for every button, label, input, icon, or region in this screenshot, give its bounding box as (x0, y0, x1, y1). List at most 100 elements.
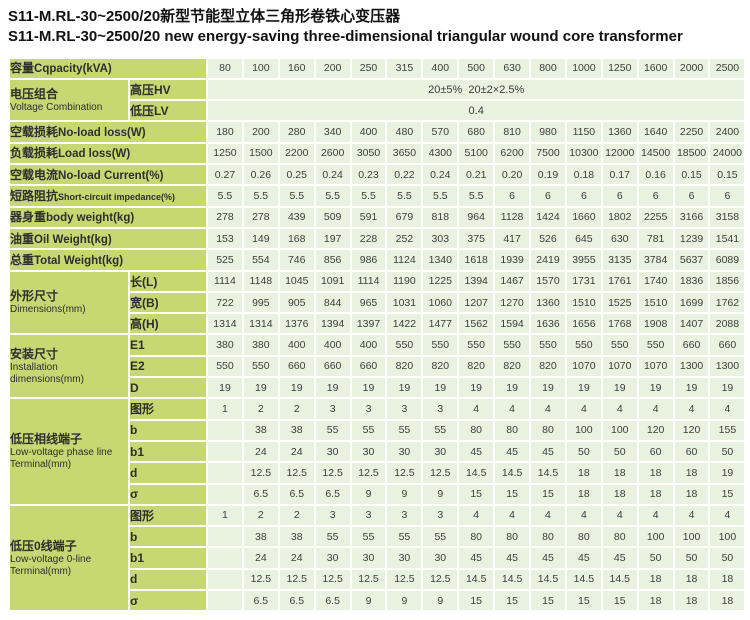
row-label-zh: 油重 (10, 231, 35, 246)
value-cell: 12000 (600, 141, 639, 166)
value-cell: 964 (457, 205, 496, 229)
value-cell: 80 (600, 525, 639, 549)
value-cell: 5.5 (349, 184, 388, 208)
value-cell: 4 (636, 503, 675, 528)
value-cell: 1148 (241, 269, 280, 293)
value-cell: 18 (636, 589, 675, 613)
value-cell: 3955 (564, 248, 603, 272)
row-label-oil-weight: 油重Oil Weight(kg) (7, 226, 209, 251)
value-cell: 80 (529, 418, 567, 442)
value-cell: 680 (457, 120, 496, 144)
group-label-installation: 安装尺寸 Installation dimensions(mm) (8, 333, 130, 400)
value-cell: 18 (672, 567, 711, 592)
row-label-zh: 容量 (10, 61, 35, 76)
value-cell: 820 (385, 354, 424, 379)
value-cell: 0.22 (385, 163, 424, 187)
group-label-en: Low-voltage phase line Terminal(mm) (10, 447, 113, 471)
value-cell: 6 (493, 184, 532, 208)
value-cell: 820 (421, 354, 460, 379)
value-cell: 554 (241, 248, 280, 272)
table-row-impedance: 短路阻抗Short-circuit impedance(%) 5.5 5.5 5.5 5… (7, 184, 747, 208)
value-cell: 55 (349, 525, 388, 549)
value-cell: 80 (564, 525, 603, 549)
table-row-dimensions: 高(H) 1314 1314 1376 1394 1397 1422 1477 1562 1594… (9, 312, 747, 336)
value-cell: 280 (277, 120, 316, 144)
value-cell (206, 482, 244, 506)
value-cell: 7500 (529, 141, 567, 166)
value-cell: 6200 (493, 141, 532, 166)
group-label-dimensions: 外形尺寸 Dimensions(mm) (8, 269, 130, 336)
value-cell: 340 (313, 120, 352, 144)
value-cell: 1600 (636, 56, 675, 80)
value-cell: 15 (600, 589, 639, 613)
group-label-zh: 电压组合 (10, 86, 59, 101)
value-cell: 1340 (421, 248, 460, 272)
value-cell: 400 (421, 56, 460, 80)
value-cell: 1114 (206, 269, 244, 293)
value-cell: 781 (636, 226, 675, 251)
value-cell: 197 (313, 226, 352, 251)
value-cell (206, 525, 244, 549)
value-cell: 200 (313, 56, 352, 80)
value-cell: 1636 (529, 312, 567, 336)
value-cell: 12.5 (349, 567, 388, 592)
value-cell: 3 (421, 503, 460, 528)
value-cell: 1939 (493, 248, 532, 272)
value-cell: 550 (241, 354, 280, 379)
row-label-no-load-current: 空载电流No-load Current(%) (7, 163, 209, 187)
value-cell: 1000 (564, 56, 603, 80)
value-cell: 6 (600, 184, 639, 208)
value-cell: 844 (313, 290, 352, 315)
value-cell: 24 (277, 439, 316, 464)
value-cell: 45 (457, 546, 496, 570)
value-cell: 55 (349, 418, 388, 442)
value-cell: 1070 (636, 354, 675, 379)
value-cell: 9 (349, 589, 388, 613)
value-cell: 30 (313, 546, 352, 570)
table-row-total-weight: 总重Total Weight(kg) 525 554 746 856 986 1124 134… (7, 248, 747, 272)
value-cell: 550 (421, 333, 460, 357)
value-cell: 1070 (564, 354, 603, 379)
sub-label-voltage: 低压LV (127, 99, 209, 123)
group-label-zh: 安装尺寸 (10, 346, 59, 361)
value-cell: 1500 (241, 141, 280, 166)
value-cell: 1761 (600, 269, 639, 293)
value-cell: 19 (636, 376, 675, 400)
value-cell: 18 (564, 461, 603, 485)
value-cell: 1300 (672, 354, 711, 379)
spec-table: 容量Cqpacity(kVA) 80 100 160 200 250 315 400 500 63… (7, 56, 747, 613)
value-cell: 30 (349, 546, 388, 570)
value-cell: 18 (672, 482, 711, 506)
value-cell: 80 (457, 525, 496, 549)
value-cell: 168 (277, 226, 316, 251)
value-cell: 100 (708, 525, 747, 549)
value-cell: 120 (636, 418, 675, 442)
value-cell: 19 (529, 376, 567, 400)
value-cell: 3158 (708, 205, 747, 229)
value-cell: 19 (313, 376, 352, 400)
row-label-en: Cqpacity(kVA) (34, 63, 112, 76)
table-row-oil-weight: 油重Oil Weight(kg) 153 149 168 197 228 252 303 375… (7, 226, 747, 251)
sub-label-phase-terminal: σ (127, 482, 209, 506)
value-cell: 380 (241, 333, 280, 357)
value-cell: 6.5 (277, 482, 316, 506)
value-cell: 2250 (672, 120, 711, 144)
value-cell: 4 (600, 397, 639, 421)
row-label-zh: 空载损耗 (10, 125, 59, 140)
value-cell: 155 (708, 418, 747, 442)
value-cell: 18 (636, 482, 675, 506)
value-cell: 660 (708, 333, 747, 357)
value-cell: 1525 (600, 290, 639, 315)
spec-table-body: 容量Cqpacity(kVA) 80 100 160 200 250 315 400 500 63… (7, 56, 747, 613)
value-cell: 820 (493, 354, 532, 379)
value-cell: 1128 (493, 205, 532, 229)
value-cell: 1314 (206, 312, 244, 336)
sub-label-voltage: 高压HV (127, 77, 209, 102)
value-cell: 1 (206, 503, 244, 528)
value-cell: 3 (421, 397, 460, 421)
sub-label-phase-terminal: b1 (127, 439, 209, 464)
value-cell: 660 (313, 354, 352, 379)
value-cell: 160 (277, 56, 316, 80)
value-cell: 400 (349, 120, 388, 144)
